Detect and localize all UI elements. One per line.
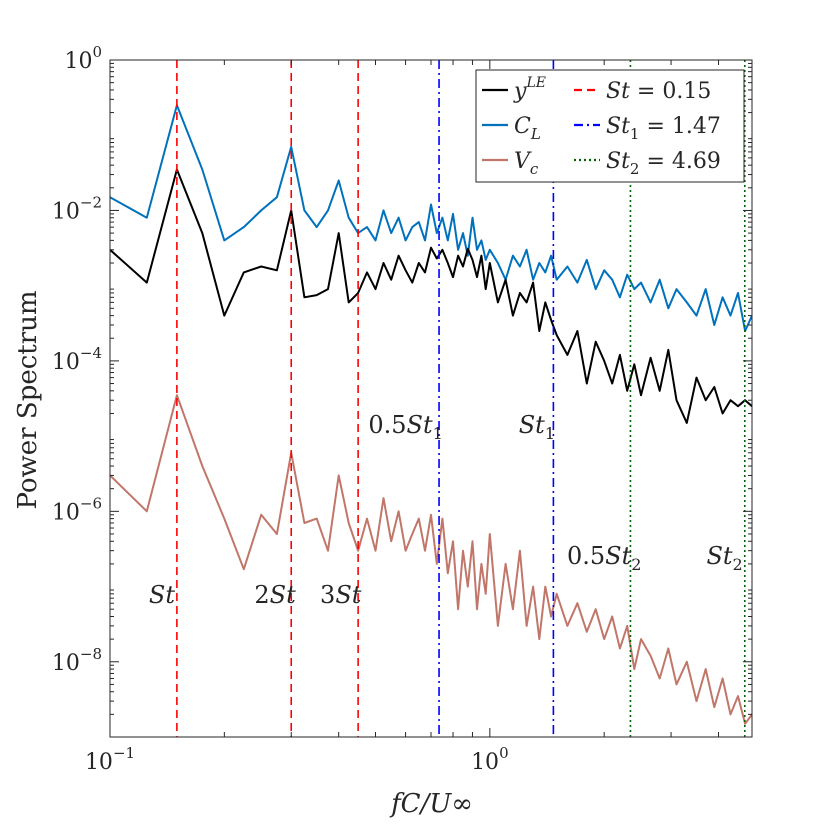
legend-label-1: yLE [513, 75, 546, 104]
annotation-symbol: St [335, 581, 361, 609]
annotation-symbol: St [407, 411, 433, 439]
legend-superscript: LE [525, 75, 546, 91]
annotation-label-7: St2 [706, 542, 742, 574]
legend-label-5: St1 = 1.47 [606, 114, 721, 143]
legend-subscript: 2 [630, 160, 640, 178]
annotation-label-1: St [149, 581, 175, 609]
y-tick-exp: −8 [80, 645, 102, 663]
legend-symbol: y [513, 79, 527, 104]
x-axis-label: fC/U∞ [389, 789, 473, 819]
annotation-symbol: St [519, 411, 545, 439]
plot-area [110, 60, 752, 737]
x-tick-exp: −1 [113, 744, 135, 762]
annotation-multiplier: 2 [254, 581, 269, 609]
legend-label-2: CL [514, 114, 541, 143]
annotation-subscript: 1 [433, 424, 443, 443]
y-tick-base: 10 [52, 651, 80, 676]
annotation-symbol: St [706, 542, 732, 570]
annotation-symbol: St [149, 581, 175, 609]
legend-symbol: C [514, 114, 531, 139]
x-tick-base: 10 [471, 750, 499, 775]
y-tick-base: 10 [52, 500, 80, 525]
y-tick-base: 10 [52, 199, 80, 224]
annotation-label-2: 2St [254, 581, 296, 609]
legend-label-4: St = 0.15 [606, 79, 711, 104]
y-tick-label-0: 100 [64, 43, 102, 74]
legend-subscript: 1 [630, 125, 640, 143]
y-tick-exp: −6 [80, 494, 102, 512]
annotation-label-3: 3St [320, 581, 362, 609]
legend-value: = 4.69 [639, 149, 720, 174]
y-tick-label-4: 10−8 [52, 645, 102, 676]
legend-box [475, 69, 745, 183]
annotation-subscript: 2 [733, 555, 743, 574]
y-tick-exp: −4 [80, 344, 102, 362]
y-axis-label: Power Spectrum [13, 290, 43, 509]
y-tick-label-1: 10−2 [52, 193, 102, 224]
legend-value: = 0.15 [630, 79, 711, 104]
legend-subscript: c [530, 160, 539, 178]
legend-symbol: St [606, 79, 630, 104]
annotation-multiplier: 0.5 [368, 411, 406, 439]
legend-symbol: St [606, 149, 630, 174]
annotation-label-4: 0.5St1 [368, 411, 442, 443]
y-tick-label-2: 10−4 [52, 344, 102, 375]
legend-label-3: Vc [514, 149, 539, 178]
series-line-v-c [110, 394, 752, 725]
legend-subscript: L [530, 125, 541, 143]
x-tick-label-0: 10−1 [85, 744, 135, 775]
y-tick-exp: −2 [80, 193, 102, 211]
legend-label-6: St2 = 4.69 [606, 149, 721, 178]
annotation-symbol: St [605, 542, 631, 570]
annotation-multiplier: 3 [320, 581, 335, 609]
y-tick-base: 10 [64, 49, 92, 74]
y-tick-base: 10 [52, 350, 80, 375]
x-tick-base: 10 [85, 750, 113, 775]
x-tick-label-1: 100 [471, 744, 509, 775]
annotation-label-6: 0.5St2 [567, 542, 641, 574]
legend-symbol: V [514, 149, 532, 174]
annotation-label-5: St1 [519, 411, 555, 443]
annotation-multiplier: 0.5 [567, 542, 605, 570]
legend-value: = 1.47 [639, 114, 720, 139]
legend-symbol: St [606, 114, 630, 139]
y-tick-exp: 0 [92, 43, 102, 61]
annotation-subscript: 1 [545, 424, 555, 443]
annotation-subscript: 2 [631, 555, 641, 574]
y-tick-label-3: 10−6 [52, 494, 102, 525]
annotation-symbol: St [270, 581, 296, 609]
x-tick-exp: 0 [499, 744, 509, 762]
series-line-c-l [110, 104, 752, 332]
series-line-y-le [110, 168, 752, 424]
